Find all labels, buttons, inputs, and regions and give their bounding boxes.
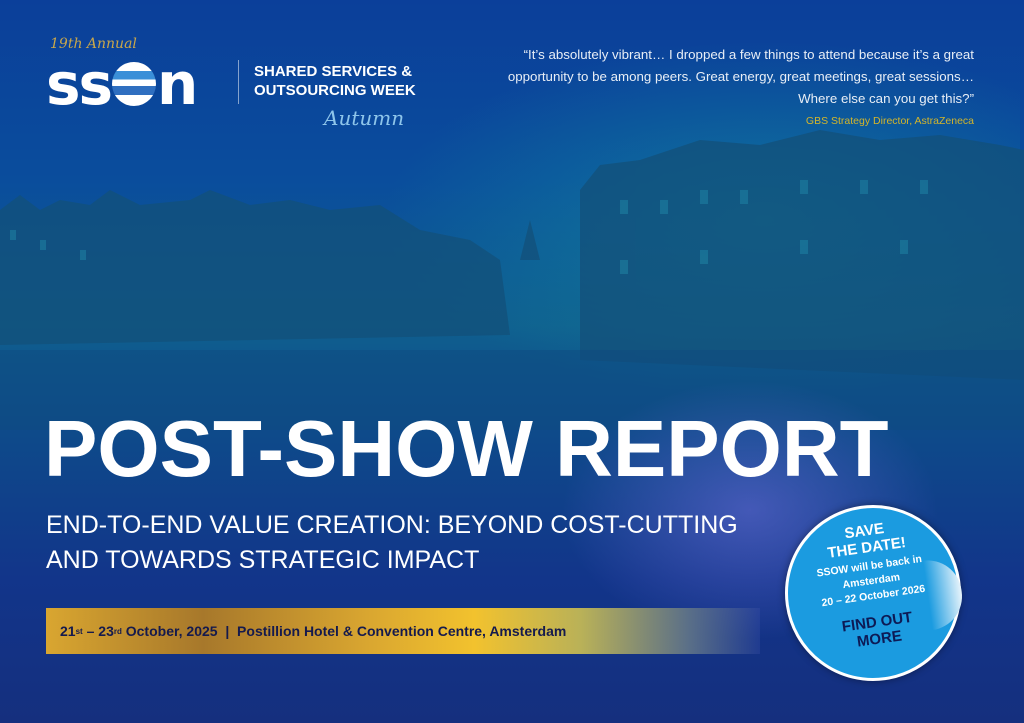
amsterdam-canal-photo <box>0 130 1024 430</box>
ssow-logo: 19th Annual ss n SHARED SERVICES & OUTSOU… <box>46 36 446 136</box>
end-suffix: rd <box>113 626 122 636</box>
event-name-line1: SHARED SERVICES & <box>254 63 413 80</box>
season-label: Autumn <box>324 106 405 130</box>
testimonial-quote: “It’s absolutely vibrant… I dropped a fe… <box>507 47 974 106</box>
page-title: POST-SHOW REPORT <box>44 404 889 493</box>
event-date-venue: October, 2025 | Postillion Hotel & Conve… <box>121 623 567 639</box>
sson-wordmark: ss n <box>46 50 198 118</box>
start-suffix: st <box>75 626 83 636</box>
event-name: SHARED SERVICES & OUTSOURCING WEEK <box>254 62 416 100</box>
logo-divider <box>238 60 239 104</box>
find-out-more-link[interactable]: FIND OUT MORE <box>841 609 916 653</box>
testimonial: “It’s absolutely vibrant… I dropped a fe… <box>474 44 974 128</box>
event-name-line2: OUTSOURCING WEEK <box>254 82 416 99</box>
testimonial-attribution: GBS Strategy Director, AstraZeneca <box>805 115 974 127</box>
globe-icon <box>112 62 157 106</box>
end-day: 23 <box>98 623 114 639</box>
annual-label: 19th Annual <box>50 36 137 52</box>
date-dash: – <box>82 623 99 639</box>
subtitle: END-TO-END VALUE CREATION: BEYOND COST-C… <box>46 511 738 574</box>
start-day: 21 <box>60 623 76 639</box>
page-curl <box>922 555 967 631</box>
